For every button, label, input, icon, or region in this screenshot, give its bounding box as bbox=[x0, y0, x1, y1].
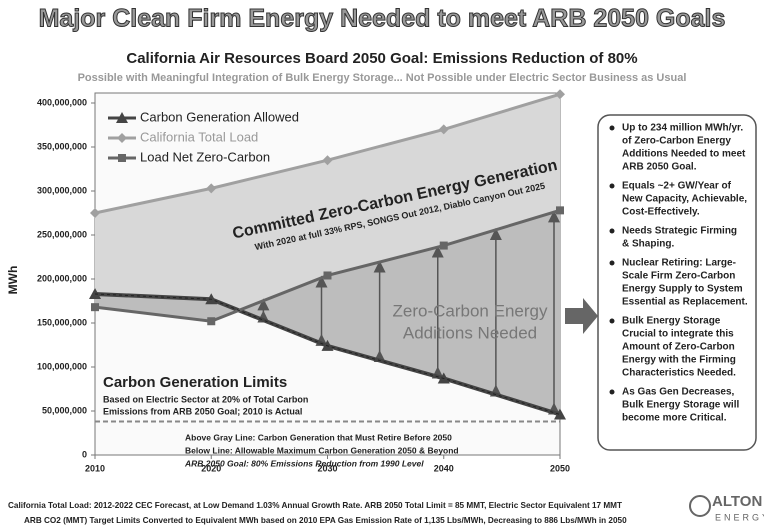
bullet-text: Energy with the Firming bbox=[622, 355, 736, 366]
point bbox=[323, 271, 332, 280]
y-axis-label: MWh bbox=[6, 266, 20, 295]
annotation: Zero-Carbon Energy bbox=[393, 301, 548, 320]
bullet-dot bbox=[609, 389, 615, 395]
annotation: Carbon Generation Limits bbox=[103, 374, 287, 391]
bullet-text: Amount of Zero-Carbon bbox=[622, 342, 735, 353]
chart-title: Major Clean Firm Energy Needed to meet A… bbox=[39, 5, 726, 33]
bullet-text: Needs Strategic Firming bbox=[622, 226, 737, 237]
annotation: Below Line: Allowable Maximum Carbon Gen… bbox=[185, 445, 459, 455]
y-tick-label: 0 bbox=[82, 449, 87, 459]
annotation: Based on Electric Sector at 20% of Total… bbox=[103, 394, 308, 404]
bullet-text: Characteristics Needed. bbox=[622, 368, 736, 379]
y-tick-label: 150,000,000 bbox=[37, 317, 87, 327]
legend-marker bbox=[116, 112, 128, 123]
footnote: ARB CO2 (MMT) Target Limits Converted to… bbox=[24, 516, 627, 525]
tagline: Possible with Meaningful Integration of … bbox=[78, 72, 687, 84]
subtitle: California Air Resources Board 2050 Goal… bbox=[126, 50, 637, 67]
annotation: Additions Needed bbox=[403, 323, 537, 342]
bullet-dot bbox=[609, 318, 615, 324]
x-tick-label: 2040 bbox=[434, 463, 454, 473]
y-tick-label: 350,000,000 bbox=[37, 141, 87, 151]
bullet-text: of Zero-Carbon Energy bbox=[622, 136, 731, 147]
y-tick-label: 200,000,000 bbox=[37, 273, 87, 283]
y-tick-label: 50,000,000 bbox=[42, 405, 87, 415]
y-tick-label: 400,000,000 bbox=[37, 97, 87, 107]
point bbox=[556, 206, 564, 215]
bullet-text: Additions Needed to meet bbox=[622, 149, 746, 160]
bullet-text: Energy Supply to System bbox=[622, 284, 743, 295]
bullet-text: New Capacity, Achievable, bbox=[622, 194, 747, 205]
bullet-text: Bulk Energy Storage will bbox=[622, 400, 739, 411]
bullet-dot bbox=[609, 183, 615, 189]
legend-label: Carbon Generation Allowed bbox=[140, 109, 299, 124]
y-tick-label: 300,000,000 bbox=[37, 185, 87, 195]
bullet-box bbox=[597, 114, 757, 451]
y-tick-label: 100,000,000 bbox=[37, 361, 87, 371]
point bbox=[90, 208, 100, 218]
box-arrow bbox=[565, 298, 598, 334]
bullet-dot bbox=[609, 228, 615, 234]
bullet-text: Crucial to integrate this bbox=[622, 329, 734, 340]
bullet-dot bbox=[609, 260, 615, 266]
bullet-dot bbox=[609, 125, 615, 131]
legend-marker bbox=[118, 154, 126, 162]
bullet-text: Cost-Effectively. bbox=[622, 207, 700, 218]
legend-marker bbox=[117, 133, 127, 143]
point bbox=[89, 287, 101, 299]
bullet-text: Scale Firm Zero-Carbon bbox=[622, 271, 735, 282]
bullet-text: Bulk Energy Storage bbox=[622, 316, 721, 327]
bullet-text: Equals ~2+ GW/Year of bbox=[622, 181, 732, 192]
point bbox=[322, 155, 333, 166]
point bbox=[439, 241, 448, 250]
limit-dash bbox=[94, 293, 561, 415]
x-tick-label: 2020 bbox=[201, 463, 221, 473]
point bbox=[207, 317, 216, 326]
logo-sub: ENERGY bbox=[715, 512, 764, 522]
additions-area bbox=[95, 210, 560, 415]
bullet-text: ARB 2050 Goal. bbox=[622, 162, 697, 173]
legend-label: California Total Load bbox=[140, 129, 258, 144]
point bbox=[91, 303, 99, 312]
x-tick-label: 2010 bbox=[85, 463, 105, 473]
bullet-text: Nuclear Retiring: Large- bbox=[622, 258, 736, 269]
bullet-text: Essential as Replacement. bbox=[622, 297, 748, 308]
point bbox=[555, 89, 565, 100]
bullet-text: Up to 234 million MWh/yr. bbox=[622, 123, 743, 134]
x-tick-label: 2030 bbox=[317, 463, 337, 473]
annotation: ARB 2050 Goal: 80% Emissions Reduction f… bbox=[184, 458, 424, 468]
annotation: Above Gray Line: Carbon Generation that … bbox=[185, 432, 452, 442]
x-tick-label: 2050 bbox=[550, 463, 570, 473]
load-area bbox=[95, 94, 560, 322]
bullet-text: become more Critical. bbox=[622, 413, 727, 424]
annotation: Emissions from ARB 2050 Goal; 2010 is Ac… bbox=[103, 406, 302, 416]
legend-label: Load Net Zero-Carbon bbox=[140, 149, 270, 164]
logo-name: ALTON bbox=[712, 493, 762, 510]
bullet-text: & Shaping. bbox=[622, 239, 674, 250]
bullet-text: As Gas Gen Decreases, bbox=[622, 387, 735, 398]
point bbox=[206, 183, 217, 194]
point bbox=[554, 408, 566, 420]
logo: ALTON ENERGY bbox=[689, 493, 764, 522]
point bbox=[438, 124, 449, 135]
y-tick-label: 250,000,000 bbox=[37, 229, 87, 239]
footnote: California Total Load: 2012-2022 CEC For… bbox=[8, 501, 622, 510]
